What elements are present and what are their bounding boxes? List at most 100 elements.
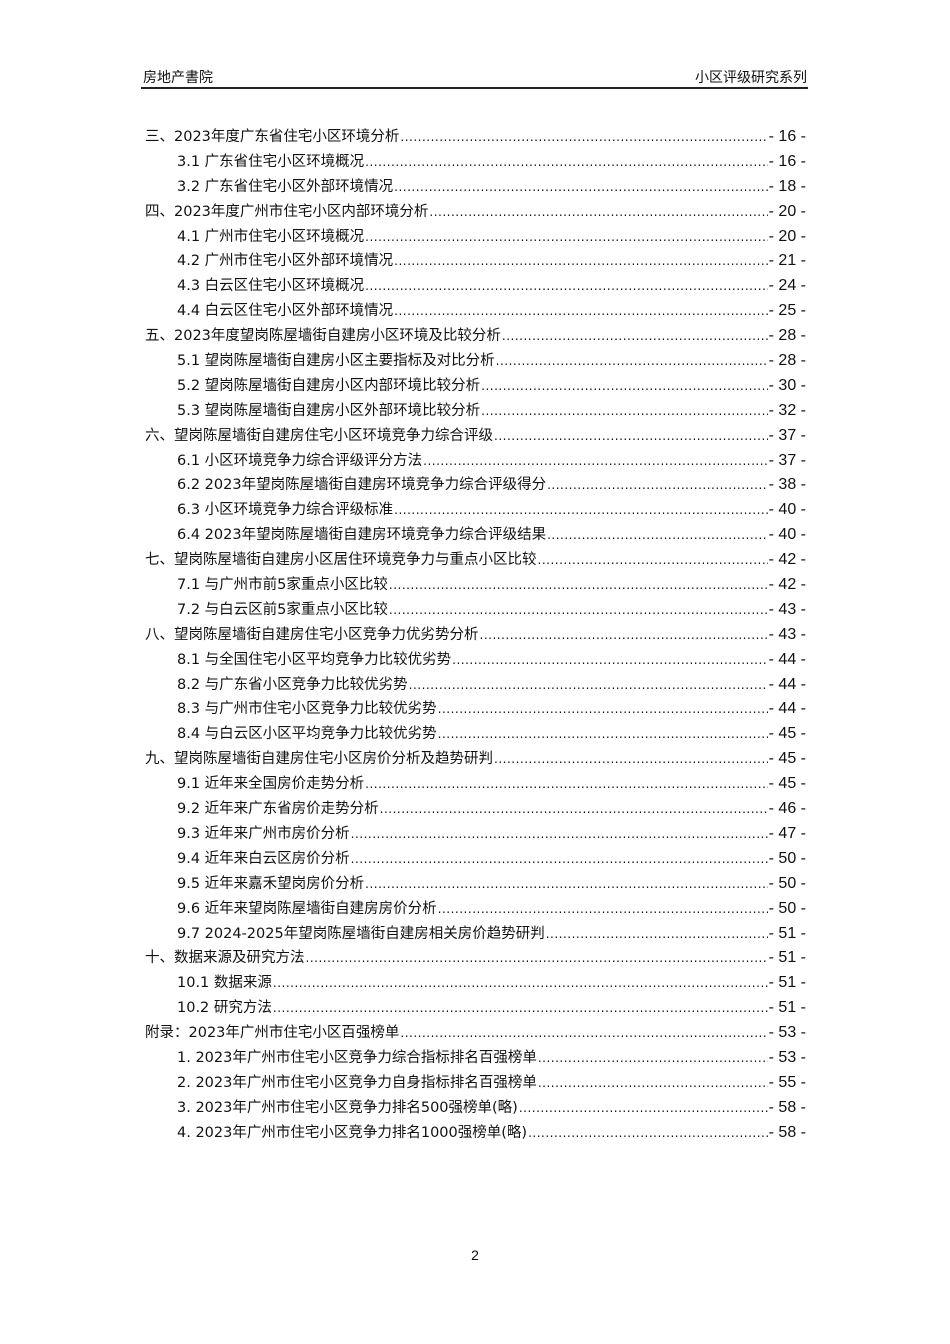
toc-entry-page[interactable]: - 42 - bbox=[768, 576, 806, 594]
toc-entry[interactable]: 3.2 广东省住宅小区外部环境情况 - 18 - bbox=[145, 175, 806, 200]
toc-entry-title[interactable]: 附录：2023年广州市住宅小区百强榜单 bbox=[145, 1025, 400, 1042]
toc-entry[interactable]: 九、望岗陈屋墙街自建房住宅小区房价分析及趋势研判 - 45 - bbox=[145, 747, 806, 772]
toc-entry-title[interactable]: 6.3 小区环境竞争力综合评级标准 bbox=[177, 502, 394, 519]
toc-entry[interactable]: 2. 2023年广州市住宅小区竞争力自身指标排名百强榜单 - 55 - bbox=[145, 1071, 806, 1096]
toc-entry-page[interactable]: - 28 - bbox=[768, 352, 806, 370]
toc-entry[interactable]: 10.2 研究方法 - 51 - bbox=[145, 996, 806, 1021]
toc-entry[interactable]: 7.2 与白云区前5家重点小区比较 - 43 - bbox=[145, 598, 806, 623]
toc-entry[interactable]: 4.4 白云区住宅小区外部环境情况 - 25 - bbox=[145, 299, 806, 324]
toc-entry[interactable]: 七、望岗陈屋墙街自建房小区居住环境竞争力与重点小区比较 - 42 - bbox=[145, 548, 806, 573]
toc-entry-page[interactable]: - 46 - bbox=[768, 800, 806, 818]
toc-entry[interactable]: 8.1 与全国住宅小区平均竞争力比较优劣势 - 44 - bbox=[145, 648, 806, 673]
toc-entry-title[interactable]: 9.5 近年来嘉禾望岗房价分析 bbox=[177, 875, 365, 892]
toc-entry-page[interactable]: - 20 - bbox=[768, 227, 806, 245]
toc-entry[interactable]: 8.3 与广州市住宅小区竞争力比较优劣势 - 44 - bbox=[145, 697, 806, 722]
toc-entry-title[interactable]: 九、望岗陈屋墙街自建房住宅小区房价分析及趋势研判 bbox=[145, 751, 493, 768]
toc-entry-page[interactable]: - 47 - bbox=[768, 824, 806, 842]
toc-entry-title[interactable]: 6.2 2023年望岗陈屋墙街自建房环境竞争力综合评级得分 bbox=[177, 477, 547, 494]
toc-entry-page[interactable]: - 40 - bbox=[768, 501, 806, 519]
toc-entry-title[interactable]: 4.1 广州市住宅小区环境概况 bbox=[177, 228, 365, 245]
toc-entry[interactable]: 八、望岗陈屋墙街自建房住宅小区竞争力优劣势分析 - 43 - bbox=[145, 623, 806, 648]
toc-entry-title[interactable]: 4. 2023年广州市住宅小区竞争力排名1000强榜单(略) bbox=[177, 1124, 528, 1141]
toc-entry-page[interactable]: - 44 - bbox=[768, 650, 806, 668]
toc-entry[interactable]: 六、望岗陈屋墙街自建房住宅小区环境竞争力综合评级 - 37 - bbox=[145, 424, 806, 449]
toc-entry-page[interactable]: - 51 - bbox=[768, 974, 806, 992]
toc-entry[interactable]: 4.2 广州市住宅小区外部环境情况 - 21 - bbox=[145, 249, 806, 274]
toc-entry-page[interactable]: - 45 - bbox=[768, 725, 806, 743]
toc-entry-title[interactable]: 9.6 近年来望岗陈屋墙街自建房房价分析 bbox=[177, 900, 437, 917]
toc-entry-title[interactable]: 三、2023年度广东省住宅小区环境分析 bbox=[145, 129, 400, 145]
toc-entry-title[interactable]: 七、望岗陈屋墙街自建房小区居住环境竞争力与重点小区比较 bbox=[145, 552, 537, 569]
toc-entry[interactable]: 9.4 近年来白云区房价分析 - 50 - bbox=[145, 847, 806, 872]
toc-entry-title[interactable]: 9.2 近年来广东省房价走势分析 bbox=[177, 801, 379, 818]
toc-entry-page[interactable]: - 24 - bbox=[768, 277, 806, 295]
toc-entry-title[interactable]: 4.2 广州市住宅小区外部环境情况 bbox=[177, 253, 394, 270]
toc-entry[interactable]: 10.1 数据来源 - 51 - bbox=[145, 971, 806, 996]
toc-entry-page[interactable]: - 32 - bbox=[768, 401, 806, 419]
toc-entry-page[interactable]: - 38 - bbox=[768, 476, 806, 494]
toc-entry[interactable]: 8.4 与白云区小区平均竞争力比较优劣势 - 45 - bbox=[145, 722, 806, 747]
toc-entry-page[interactable]: - 43 - bbox=[768, 600, 806, 618]
toc-entry-page[interactable]: - 16 - bbox=[768, 152, 806, 170]
toc-entry[interactable]: 6.2 2023年望岗陈屋墙街自建房环境竞争力综合评级得分 - 38 - bbox=[145, 473, 806, 498]
toc-entry-page[interactable]: - 51 - bbox=[768, 949, 806, 967]
toc-entry-title[interactable]: 7.2 与白云区前5家重点小区比较 bbox=[177, 601, 388, 618]
toc-entry-title[interactable]: 6.4 2023年望岗陈屋墙街自建房环境竞争力综合评级结果 bbox=[177, 527, 547, 544]
toc-entry-title[interactable]: 六、望岗陈屋墙街自建房住宅小区环境竞争力综合评级 bbox=[145, 427, 493, 444]
toc-entry-page[interactable]: - 50 - bbox=[768, 899, 806, 917]
toc-entry-title[interactable]: 9.4 近年来白云区房价分析 bbox=[177, 850, 350, 867]
toc-entry[interactable]: 9.6 近年来望岗陈屋墙街自建房房价分析 - 50 - bbox=[145, 897, 806, 922]
toc-entry-title[interactable]: 8.1 与全国住宅小区平均竞争力比较优劣势 bbox=[177, 651, 452, 668]
toc-entry-page[interactable]: - 16 - bbox=[768, 128, 806, 145]
toc-entry-title[interactable]: 五、2023年度望岗陈屋墙街自建房小区环境及比较分析 bbox=[145, 328, 501, 345]
toc-entry-title[interactable]: 8.4 与白云区小区平均竞争力比较优劣势 bbox=[177, 726, 437, 743]
toc-entry-title[interactable]: 3.1 广东省住宅小区环境概况 bbox=[177, 153, 365, 170]
toc-entry-page[interactable]: - 50 - bbox=[768, 874, 806, 892]
toc-entry-title[interactable]: 4.3 白云区住宅小区环境概况 bbox=[177, 278, 365, 295]
toc-entry[interactable]: 4. 2023年广州市住宅小区竞争力排名1000强榜单(略) - 58 - bbox=[145, 1121, 806, 1146]
toc-entry-page[interactable]: - 44 - bbox=[768, 700, 806, 718]
toc-entry[interactable]: 附录：2023年广州市住宅小区百强榜单 - 53 - bbox=[145, 1021, 806, 1046]
toc-entry-page[interactable]: - 25 - bbox=[768, 302, 806, 320]
toc-entry[interactable]: 9.7 2024-2025年望岗陈屋墙街自建房相关房价趋势研判 - 51 - bbox=[145, 922, 806, 947]
toc-entry-page[interactable]: - 51 - bbox=[768, 999, 806, 1017]
toc-entry-page[interactable]: - 30 - bbox=[768, 376, 806, 394]
toc-entry-page[interactable]: - 37 - bbox=[768, 426, 806, 444]
toc-entry-page[interactable]: - 45 - bbox=[768, 750, 806, 768]
toc-entry-page[interactable]: - 53 - bbox=[768, 1048, 806, 1066]
toc-entry-page[interactable]: - 20 - bbox=[768, 202, 806, 220]
toc-entry[interactable]: 9.5 近年来嘉禾望岗房价分析 - 50 - bbox=[145, 872, 806, 897]
toc-entry[interactable]: 5.2 望岗陈屋墙街自建房小区内部环境比较分析 - 30 - bbox=[145, 374, 806, 399]
toc-entry-page[interactable]: - 58 - bbox=[768, 1098, 806, 1116]
toc-entry-title[interactable]: 5.3 望岗陈屋墙街自建房小区外部环境比较分析 bbox=[177, 402, 481, 419]
toc-entry-title[interactable]: 4.4 白云区住宅小区外部环境情况 bbox=[177, 303, 394, 320]
toc-entry-page[interactable]: - 37 - bbox=[768, 451, 806, 469]
toc-entry-title[interactable]: 10.1 数据来源 bbox=[177, 975, 272, 992]
toc-entry-title[interactable]: 8.3 与广州市住宅小区竞争力比较优劣势 bbox=[177, 701, 437, 718]
toc-entry-page[interactable]: - 50 - bbox=[768, 849, 806, 867]
toc-entry-title[interactable]: 3.2 广东省住宅小区外部环境情况 bbox=[177, 178, 394, 195]
toc-entry-title[interactable]: 7.1 与广州市前5家重点小区比较 bbox=[177, 577, 388, 594]
toc-entry[interactable]: 十、数据来源及研究方法 - 51 - bbox=[145, 946, 806, 971]
toc-entry[interactable]: 5.1 望岗陈屋墙街自建房小区主要指标及对比分析 - 28 - bbox=[145, 349, 806, 374]
toc-entry[interactable]: 3.1 广东省住宅小区环境概况 - 16 - bbox=[145, 150, 806, 175]
toc-entry-page[interactable]: - 28 - bbox=[768, 327, 806, 345]
toc-entry[interactable]: 6.1 小区环境竞争力综合评级评分方法 - 37 - bbox=[145, 449, 806, 474]
toc-entry[interactable]: 1. 2023年广州市住宅小区竞争力综合指标排名百强榜单 - 53 - bbox=[145, 1046, 806, 1071]
toc-entry-title[interactable]: 十、数据来源及研究方法 bbox=[145, 950, 305, 967]
toc-entry[interactable]: 9.1 近年来全国房价走势分析 - 45 - bbox=[145, 772, 806, 797]
toc-entry[interactable]: 9.2 近年来广东省房价走势分析 - 46 - bbox=[145, 797, 806, 822]
toc-entry-title[interactable]: 6.1 小区环境竞争力综合评级评分方法 bbox=[177, 452, 423, 469]
toc-entry-title[interactable]: 5.2 望岗陈屋墙街自建房小区内部环境比较分析 bbox=[177, 377, 481, 394]
toc-entry-page[interactable]: - 44 - bbox=[768, 675, 806, 693]
toc-entry-title[interactable]: 3. 2023年广州市住宅小区竞争力排名500强榜单(略) bbox=[177, 1099, 518, 1116]
toc-entry-page[interactable]: - 53 - bbox=[768, 1024, 806, 1042]
toc-entry[interactable]: 4.1 广州市住宅小区环境概况 - 20 - bbox=[145, 225, 806, 250]
toc-entry-title[interactable]: 八、望岗陈屋墙街自建房住宅小区竞争力优劣势分析 bbox=[145, 626, 479, 643]
toc-entry-title[interactable]: 10.2 研究方法 bbox=[177, 1000, 272, 1017]
toc-entry-page[interactable]: - 51 - bbox=[768, 924, 806, 942]
toc-entry[interactable]: 3. 2023年广州市住宅小区竞争力排名500强榜单(略) - 58 - bbox=[145, 1096, 806, 1121]
toc-entry-page[interactable]: - 40 - bbox=[768, 526, 806, 544]
toc-entry[interactable]: 三、2023年度广东省住宅小区环境分析 - 16 - bbox=[145, 125, 806, 150]
toc-entry-page[interactable]: - 55 - bbox=[768, 1073, 806, 1091]
